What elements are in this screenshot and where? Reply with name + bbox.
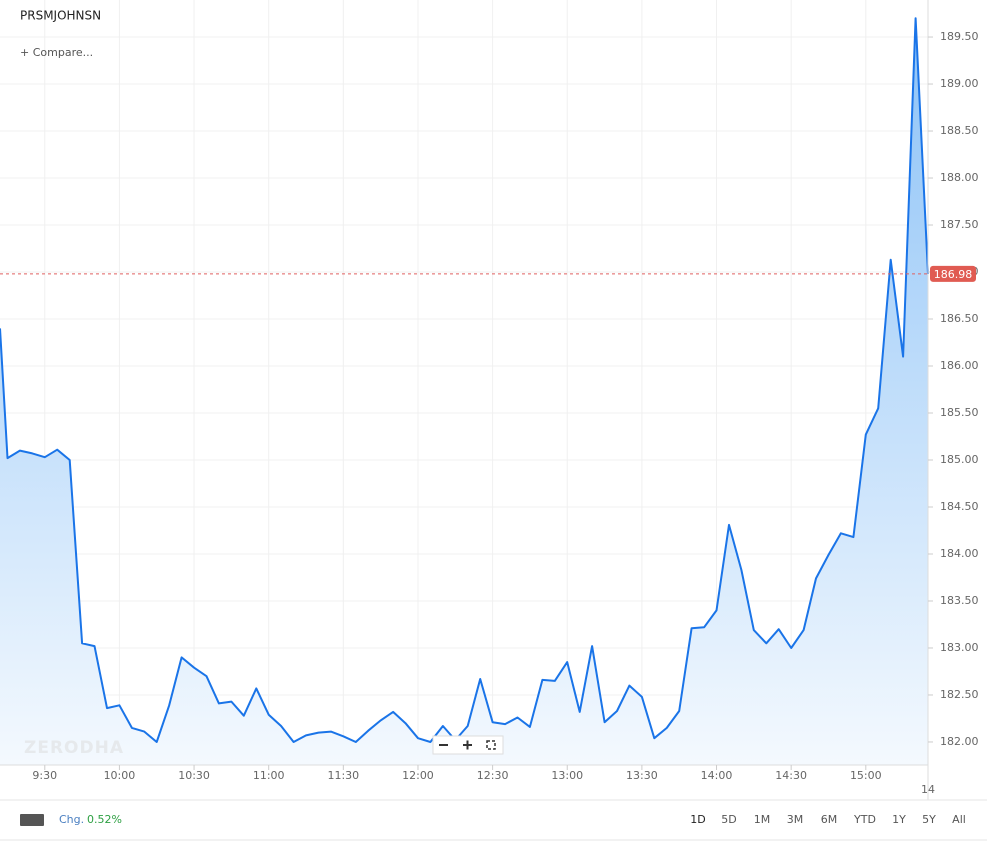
x-tick-label: 9:30: [32, 769, 57, 782]
y-tick-label: 188.50: [940, 124, 979, 137]
y-tick-label: 187.50: [940, 218, 979, 231]
change-label: Chg.: [59, 813, 84, 826]
x-edge-label: 14: [921, 783, 935, 796]
zoom-controls: [432, 735, 504, 755]
y-tick-label: 189.00: [940, 77, 979, 90]
y-tick-label: 185.00: [940, 453, 979, 466]
x-tick-label: 15:00: [850, 769, 882, 782]
price-line: [0, 17, 929, 743]
y-tick-label: 184.00: [940, 547, 979, 560]
y-tick-label: 184.50: [940, 500, 979, 513]
change-value: 0.52%: [87, 813, 122, 826]
x-tick-label: 12:30: [477, 769, 509, 782]
x-tick-label: 13:30: [626, 769, 658, 782]
keyboard-icon[interactable]: [20, 814, 44, 826]
y-tick-label: 182.00: [940, 735, 979, 748]
toolbar: Chg. 0.52% 1D 5D 1M 3M 6M YTD 1Y 5Y All: [20, 813, 966, 826]
range-button[interactable]: All: [952, 813, 966, 826]
y-tick-label: 186.00: [940, 359, 979, 372]
x-tick-label: 14:30: [775, 769, 807, 782]
y-tick-label: 183.50: [940, 594, 979, 607]
y-tick-label: 188.00: [940, 171, 979, 184]
x-tick-label: 10:30: [178, 769, 210, 782]
y-tick-label: 183.00: [940, 641, 979, 654]
x-tick-label: 12:00: [402, 769, 434, 782]
symbol-title: PRSMJOHNSN: [20, 9, 101, 23]
x-tick-label: 10:00: [104, 769, 136, 782]
area: [0, 18, 928, 765]
range-button[interactable]: YTD: [853, 813, 876, 826]
watermark: ZERODHA: [24, 738, 124, 758]
range-button[interactable]: 1Y: [892, 813, 906, 826]
compare-button[interactable]: + Compare...: [20, 46, 93, 59]
zoom-reset[interactable]: [486, 740, 496, 750]
y-tick-label: 185.50: [940, 406, 979, 419]
y-tick-label: 189.50: [940, 30, 979, 43]
x-tick-label: 11:00: [253, 769, 285, 782]
range-button[interactable]: 3M: [787, 813, 804, 826]
range-button[interactable]: 1D: [690, 813, 705, 826]
x-tick-label: 11:30: [327, 769, 359, 782]
range-button[interactable]: 6M: [821, 813, 838, 826]
y-tick-label: 182.50: [940, 688, 979, 701]
range-button[interactable]: 5D: [721, 813, 736, 826]
x-tick-label: 14:00: [701, 769, 733, 782]
last-price-tag: [930, 265, 976, 282]
y-tick-label: 186.50: [940, 312, 979, 325]
x-tick-label: 13:00: [551, 769, 583, 782]
last-price-label: 186.98: [934, 268, 973, 281]
range-button[interactable]: 5Y: [922, 813, 936, 826]
range-button[interactable]: 1M: [754, 813, 771, 826]
